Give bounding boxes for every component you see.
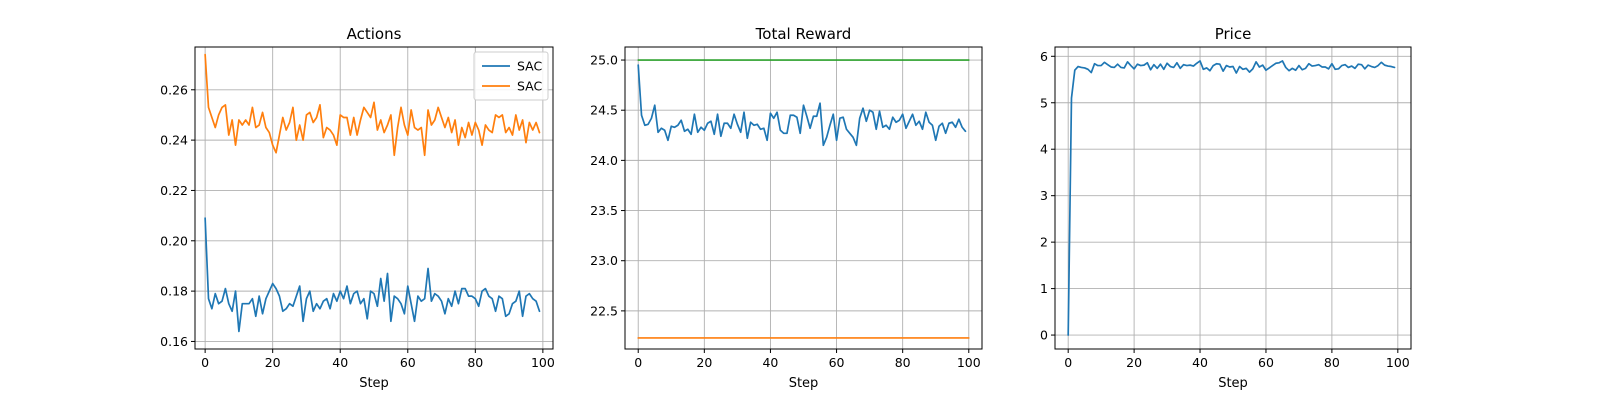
actions-series-1-line xyxy=(204,53,541,157)
price-y-tick-label: 3 xyxy=(1040,188,1048,203)
actions-y-tick-label: 0.26 xyxy=(160,82,188,97)
total-reward-y-tick-label: 25.0 xyxy=(590,53,618,68)
total-reward-x-tick-label: 20 xyxy=(696,355,712,370)
total-reward-x-tick-label: 80 xyxy=(895,355,911,370)
price-x-tick-label: 60 xyxy=(1258,355,1274,370)
actions-y-tick-label: 0.20 xyxy=(160,233,188,248)
price-y-tick-label: 1 xyxy=(1040,281,1048,296)
actions-x-tick-label: 40 xyxy=(332,355,348,370)
actions-legend: SAC SAC xyxy=(473,51,549,101)
price-chart: 0 20 40 60 80 100 0 1 2 3 4 5 6 Price Step xyxy=(1040,25,1412,391)
total-reward-y-tick-label: 23.0 xyxy=(590,253,618,268)
total-reward-plot-frame xyxy=(624,46,983,350)
price-chart-title: Price xyxy=(1215,25,1252,43)
total-reward-y-tick-label: 23.5 xyxy=(590,203,618,218)
price-x-tick-label: 100 xyxy=(1386,355,1410,370)
price-x-tick-label: 80 xyxy=(1324,355,1340,370)
actions-series-0-line xyxy=(204,217,541,333)
total-reward-y-tick-label: 24.0 xyxy=(590,153,618,168)
price-y-tick-label: 5 xyxy=(1040,95,1048,110)
actions-legend-box xyxy=(473,51,549,101)
price-y-tick-label: 2 xyxy=(1040,235,1048,250)
actions-x-tick-label: 60 xyxy=(400,355,416,370)
actions-y-tick-label: 0.22 xyxy=(160,183,188,198)
actions-x-tick-label: 80 xyxy=(467,355,483,370)
actions-y-tick-label: 0.18 xyxy=(160,284,188,299)
price-plot-frame xyxy=(1054,46,1412,350)
total-reward-y-tick-label: 22.5 xyxy=(590,303,618,318)
price-x-tick-label: 20 xyxy=(1126,355,1142,370)
actions-x-tick-label: 100 xyxy=(531,355,555,370)
total-reward-chart-title: Total Reward xyxy=(755,25,852,43)
total-reward-series-group xyxy=(637,59,970,339)
total-reward-y-tick-label: 24.5 xyxy=(590,103,618,118)
actions-x-axis-label: Step xyxy=(359,376,389,391)
actions-plot-frame xyxy=(194,46,554,350)
total-reward-series-0-line xyxy=(637,64,967,147)
total-reward-grid xyxy=(625,47,982,349)
price-y-tick-label: 4 xyxy=(1040,142,1048,157)
actions-y-tick-label: 0.24 xyxy=(160,133,188,148)
price-grid xyxy=(1055,47,1411,349)
actions-x-tick-label: 0 xyxy=(201,355,209,370)
total-reward-x-tick-label: 0 xyxy=(634,355,642,370)
price-x-tick-label: 0 xyxy=(1064,355,1072,370)
total-reward-x-tick-label: 40 xyxy=(762,355,778,370)
price-y-tick-label: 0 xyxy=(1040,328,1048,343)
actions-legend-label: SAC xyxy=(517,79,542,94)
price-series-0-line xyxy=(1067,60,1396,336)
actions-y-tick-label: 0.16 xyxy=(160,334,188,349)
price-x-axis-label: Step xyxy=(1218,376,1248,391)
actions-series-group xyxy=(204,53,541,333)
actions-legend-label: SAC xyxy=(517,59,542,74)
total-reward-chart: 0 20 40 60 80 100 22.5 23.0 23.5 24.0 24.5 25.0 Tota… xyxy=(590,25,983,391)
total-reward-x-tick-label: 100 xyxy=(957,355,981,370)
total-reward-x-tick-label: 60 xyxy=(829,355,845,370)
actions-chart-title: Actions xyxy=(347,25,402,43)
price-y-tick-label: 6 xyxy=(1040,49,1048,64)
actions-chart: 0 20 40 60 80 100 0.16 0.18 0.20 0.22 0.24 0.26 Acti… xyxy=(160,25,555,391)
actions-x-tick-label: 20 xyxy=(265,355,281,370)
price-series-group xyxy=(1067,60,1396,336)
total-reward-x-axis-label: Step xyxy=(789,376,819,391)
price-x-tick-label: 40 xyxy=(1192,355,1208,370)
